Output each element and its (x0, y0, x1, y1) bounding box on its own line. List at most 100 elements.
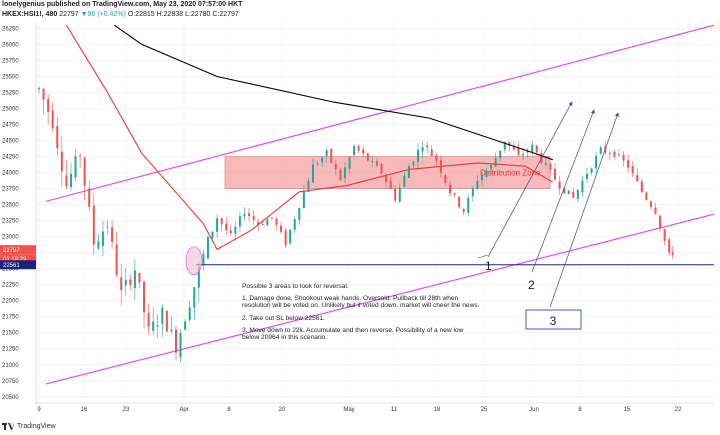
candle-body (357, 145, 360, 151)
candle-body (152, 321, 155, 331)
price-tick-label: 24500 (2, 139, 19, 145)
candle-body (522, 154, 525, 156)
candle-body (366, 153, 369, 161)
candle-body (599, 147, 602, 154)
open-value: O:22815 (127, 11, 155, 18)
symbol-ohlc-line: HKEX:HSI1!, 480 22797 ▼96 (+0.42%) O:228… (2, 11, 239, 18)
candle-body (576, 189, 579, 199)
candle-body (302, 191, 305, 209)
publisher-line: lonelygenius published on TradingView.co… (2, 1, 242, 8)
last-price-label: 22797 (3, 248, 20, 254)
support-price-label: 22561 (3, 263, 20, 269)
candle-body (257, 221, 260, 225)
scenario-box-3 (525, 309, 582, 330)
candle-body (608, 153, 611, 155)
candle-body (88, 188, 91, 207)
tradingview-logo-icon (2, 423, 14, 430)
change-value: ▼96 (+0.42%) (80, 11, 126, 18)
candle-body (531, 144, 534, 153)
candle-body (252, 216, 255, 220)
candle-body (334, 164, 337, 169)
candle-body (617, 154, 620, 156)
candle-body (156, 325, 159, 327)
candle-body (380, 163, 383, 174)
candle-body (348, 157, 351, 169)
candle-body (663, 229, 666, 241)
note-line: 1. Damage done. Shookout weak hands. Ove… (242, 295, 480, 310)
candle-body (289, 229, 292, 244)
analysis-note[interactable]: Possible 3 areas to look for reversal. 1… (242, 283, 482, 346)
publisher-text: lonelygenius published on TradingView.co… (2, 1, 243, 8)
candle-body (417, 150, 420, 162)
candles (38, 86, 674, 363)
symbol-label[interactable]: HKEX:HSI1!, 480 (2, 11, 58, 18)
time-tick-label: 11 (391, 407, 398, 413)
annotations[interactable]: 1 2 3 (477, 101, 619, 330)
high-value: H:22838 (156, 11, 184, 18)
reversal-circle (185, 246, 203, 276)
candle-body (659, 215, 662, 229)
candle-body (403, 175, 406, 187)
candle-body (206, 236, 209, 259)
candle-body (243, 213, 246, 217)
price-tick-label: 23500 (2, 203, 19, 209)
candle-body (471, 188, 474, 197)
candle-body (321, 157, 324, 163)
note-line: 2. Take out SL below 22561. (242, 314, 325, 322)
candle-body (671, 252, 674, 256)
candle-body (248, 213, 251, 217)
candle-body (307, 180, 310, 192)
candle-body (60, 151, 63, 172)
time-axis[interactable]: 9 16 23 Apr 8 20 May 11 18 25 Jun 8 15 22 (36, 402, 714, 413)
candle-body (517, 147, 520, 155)
candle-body (165, 311, 168, 332)
candle-body (143, 281, 146, 313)
candle-body (339, 169, 342, 180)
candle-body (129, 279, 132, 285)
price-tick-label: 24750 (2, 123, 19, 129)
candle-body (353, 146, 356, 155)
price-tick-label: 24000 (2, 171, 19, 177)
candle-body (138, 272, 141, 283)
candle-body (216, 218, 219, 232)
candle-body (343, 167, 346, 179)
candle-body (83, 157, 86, 186)
candle-body (170, 329, 173, 332)
candle-body (234, 226, 237, 234)
candle-body (426, 145, 429, 148)
candle-body (261, 223, 264, 225)
candle-body (398, 187, 401, 202)
candle-body (627, 160, 630, 168)
time-tick-label: 25 (481, 407, 488, 413)
support-line[interactable] (185, 246, 714, 276)
candle-body (69, 173, 72, 188)
candle-body (316, 163, 319, 165)
candle-body (467, 198, 470, 214)
candle-body (371, 161, 374, 162)
footer-brand[interactable]: TradingView (17, 423, 56, 430)
time-tick-label: 15 (624, 407, 631, 413)
trend-channel[interactable] (45, 24, 715, 385)
candle-body (179, 332, 182, 358)
price-tick-label: 21250 (2, 347, 19, 353)
distribution-zone[interactable]: Distribution Zone (224, 156, 551, 189)
candle-body (65, 175, 68, 187)
candle-body (92, 205, 95, 245)
ma-black-line (113, 24, 553, 161)
candle-body (42, 88, 45, 100)
price-tick-label: 26000 (2, 42, 19, 48)
candle-body (421, 147, 424, 152)
candle-body (535, 145, 538, 153)
price-tick-label: 22500 (2, 267, 19, 273)
candle-body (238, 216, 241, 227)
candle-body (51, 110, 54, 129)
candle-body (654, 207, 657, 214)
price-axis[interactable]: 26250 26000 25750 25500 25250 25000 24750 24500… (2, 22, 37, 405)
candle-body (449, 184, 451, 194)
price-tick-label: 25250 (2, 90, 19, 96)
candle-body (485, 170, 488, 177)
time-tick-label: 20 (279, 407, 286, 413)
price-tick-label: 23000 (2, 235, 19, 241)
candle-body (147, 312, 150, 327)
